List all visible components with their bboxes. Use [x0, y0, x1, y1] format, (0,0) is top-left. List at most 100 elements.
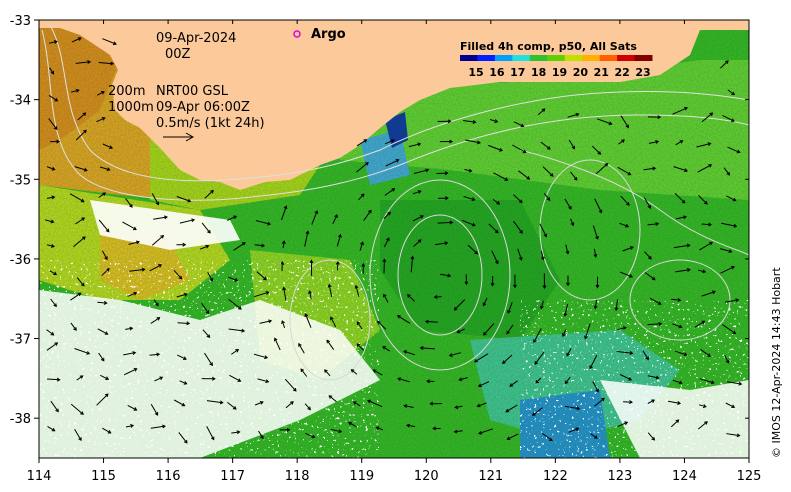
current-arrow [727, 146, 740, 153]
current-arrow [701, 291, 716, 297]
current-arrowhead [708, 222, 712, 227]
current-arrow [596, 118, 612, 125]
current-arrow [461, 219, 476, 226]
current-arrowhead [106, 167, 111, 172]
current-arrowhead [182, 242, 187, 247]
y-tick-label: -37 [10, 333, 31, 348]
current-arrow [123, 368, 137, 376]
current-arrow [74, 166, 88, 171]
current-arrow [696, 143, 711, 148]
x-tick-label: 117 [220, 469, 245, 484]
current-arrow [467, 244, 478, 255]
current-arrowhead [449, 220, 454, 225]
current-arrowhead [678, 380, 683, 385]
current-arrowhead [268, 319, 273, 324]
current-arrowhead [652, 166, 657, 171]
current-arrowhead [520, 123, 525, 128]
current-arrow [309, 291, 312, 300]
current-arrowhead [309, 259, 314, 264]
current-arrowhead [629, 351, 634, 355]
current-arrow [425, 321, 438, 323]
current-arrow [74, 348, 90, 355]
current-arrowhead [130, 424, 135, 428]
current-arrowhead [624, 421, 629, 426]
current-arrow [76, 375, 83, 381]
colorbar-scale [460, 55, 653, 61]
current-arrow [356, 321, 363, 330]
current-arrow [673, 244, 690, 249]
current-arrowhead [519, 230, 523, 234]
current-arrowhead [56, 377, 61, 382]
colorbar-tick-label: 22 [614, 66, 629, 79]
current-arrow [594, 299, 598, 309]
current-arrow [720, 248, 732, 253]
current-arrow [720, 266, 735, 274]
current-arrowhead [424, 319, 429, 324]
current-arrowhead [678, 324, 683, 329]
current-arrow [255, 220, 271, 225]
current-arrow [488, 223, 499, 234]
current-arrowhead [78, 437, 82, 442]
current-arrow [348, 422, 358, 428]
current-arrowhead [109, 145, 114, 149]
current-arrow [617, 327, 627, 331]
current-arrow [649, 297, 662, 305]
current-arrowhead [263, 276, 267, 281]
x-tick-label: 120 [414, 469, 439, 484]
current-arrowhead [159, 376, 164, 381]
current-arrowhead [141, 267, 146, 272]
current-arrow [46, 196, 55, 199]
current-arrowhead [657, 115, 662, 120]
current-arrowhead [473, 358, 478, 363]
colorbar-swatch [582, 55, 601, 61]
current-arrow [675, 269, 690, 273]
current-arrow [618, 139, 625, 145]
current-arrowhead [541, 108, 546, 112]
current-arrow [97, 301, 107, 304]
current-arrow [725, 402, 735, 408]
current-arrow [49, 41, 58, 44]
current-arrow [540, 250, 544, 260]
current-arrow [149, 353, 160, 356]
current-arrow [311, 210, 318, 225]
current-arrow [383, 294, 389, 303]
current-arrowhead [417, 190, 422, 194]
current-arrowhead [494, 119, 499, 123]
current-arrow [125, 198, 133, 208]
current-arrowhead [186, 321, 191, 326]
current-arrow [720, 60, 729, 69]
current-arrowhead [155, 302, 159, 307]
current-arrow [149, 264, 162, 272]
current-arrowhead [433, 294, 438, 299]
current-arrowhead [261, 243, 266, 248]
current-arrow [726, 433, 740, 437]
current-arrowhead [454, 405, 459, 410]
current-arrow [726, 381, 742, 385]
current-arrow [412, 190, 421, 195]
current-arrowhead [183, 292, 188, 297]
current-arrow [619, 374, 632, 381]
current-arrowhead [564, 380, 569, 385]
current-arrowhead [419, 346, 424, 351]
current-arrowhead [738, 381, 743, 386]
current-arrowhead [290, 401, 294, 405]
current-arrowhead [445, 196, 449, 201]
current-arrowhead [565, 282, 570, 287]
current-arrowhead [681, 199, 686, 204]
colorbar-tick-label: 21 [594, 66, 609, 79]
current-arrowhead [51, 427, 56, 432]
current-arrowhead [505, 408, 510, 413]
current-arrowhead [625, 124, 629, 129]
current-arrowhead [595, 388, 599, 393]
current-arrow [474, 353, 489, 363]
current-arrowhead [110, 61, 115, 66]
colorbar: Filled 4h comp, p50, All Sats 15 16 17 18 19… [460, 40, 653, 79]
current-arrowhead [133, 291, 138, 296]
current-arrow [47, 425, 55, 432]
current-arrow [566, 348, 572, 357]
current-arrow [437, 221, 453, 224]
current-arrowhead [330, 316, 334, 321]
current-arrowhead [518, 256, 523, 261]
current-arrow [675, 140, 683, 146]
